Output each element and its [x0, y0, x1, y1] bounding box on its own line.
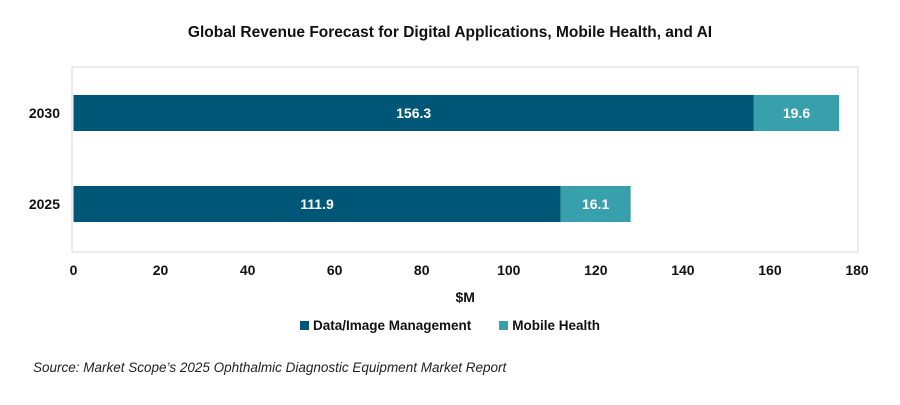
x-axis-label: $M — [456, 289, 475, 305]
chart-title: Global Revenue Forecast for Digital Appl… — [187, 24, 713, 41]
x-tick-label: 40 — [240, 262, 256, 278]
category-label: 2025 — [29, 196, 60, 212]
x-tick-label: 120 — [584, 262, 608, 278]
x-tick-label: 180 — [845, 262, 869, 278]
bar-segment — [560, 186, 631, 222]
x-tick-label: 80 — [414, 262, 430, 278]
bar-segment — [753, 95, 840, 131]
x-tick-label: 60 — [327, 262, 343, 278]
data-label: 19.6 — [783, 105, 810, 121]
data-label: 156.3 — [396, 105, 431, 121]
x-tick-label: 100 — [497, 262, 521, 278]
legend-item-data-image: Data/Image Management — [299, 318, 472, 333]
legend-swatch — [299, 321, 309, 330]
plot-area — [71, 66, 859, 253]
legend-item-mobile-health: Mobile Health — [499, 318, 600, 333]
category-label: 2030 — [29, 105, 60, 121]
data-label: 16.1 — [582, 196, 609, 212]
bar-segment — [73, 95, 754, 131]
x-tick-label: 20 — [153, 262, 169, 278]
legend-swatch — [499, 321, 509, 330]
x-tick-label: 140 — [671, 262, 695, 278]
bar-segment — [73, 186, 561, 222]
x-tick-label: 0 — [70, 262, 78, 278]
source-note: Source: Market Scope’s 2025 Ophthalmic D… — [33, 360, 507, 375]
legend-label: Data/Image Management — [312, 318, 472, 333]
legend-label: Mobile Health — [512, 318, 601, 333]
data-label: 111.9 — [300, 196, 334, 212]
legend: Data/Image Management Mobile Health — [0, 318, 900, 333]
x-tick-label: 160 — [758, 262, 782, 278]
